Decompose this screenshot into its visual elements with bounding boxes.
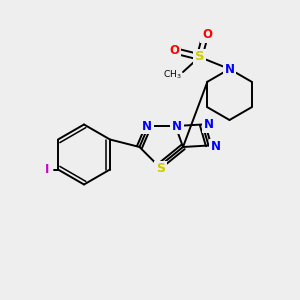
Text: N: N <box>142 119 152 133</box>
Text: CH$_3$: CH$_3$ <box>163 68 182 81</box>
Text: N: N <box>211 140 221 154</box>
Text: N: N <box>204 118 214 131</box>
Text: S: S <box>156 162 165 176</box>
Text: N: N <box>224 62 235 76</box>
Text: I: I <box>45 163 50 176</box>
Text: O: O <box>169 44 179 58</box>
Text: N: N <box>172 119 182 133</box>
Text: S: S <box>195 50 204 64</box>
Text: O: O <box>202 28 212 41</box>
